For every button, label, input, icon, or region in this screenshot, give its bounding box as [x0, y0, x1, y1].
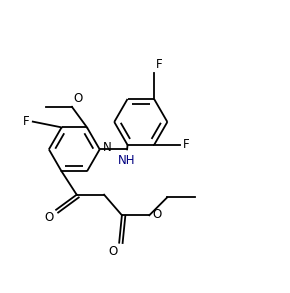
Text: N: N — [103, 142, 112, 154]
Text: F: F — [183, 139, 190, 151]
Text: O: O — [152, 208, 162, 221]
Text: O: O — [73, 91, 83, 105]
Text: F: F — [23, 115, 30, 128]
Text: O: O — [108, 245, 118, 258]
Text: NH: NH — [118, 154, 136, 167]
Text: O: O — [44, 211, 53, 224]
Text: F: F — [155, 58, 162, 71]
